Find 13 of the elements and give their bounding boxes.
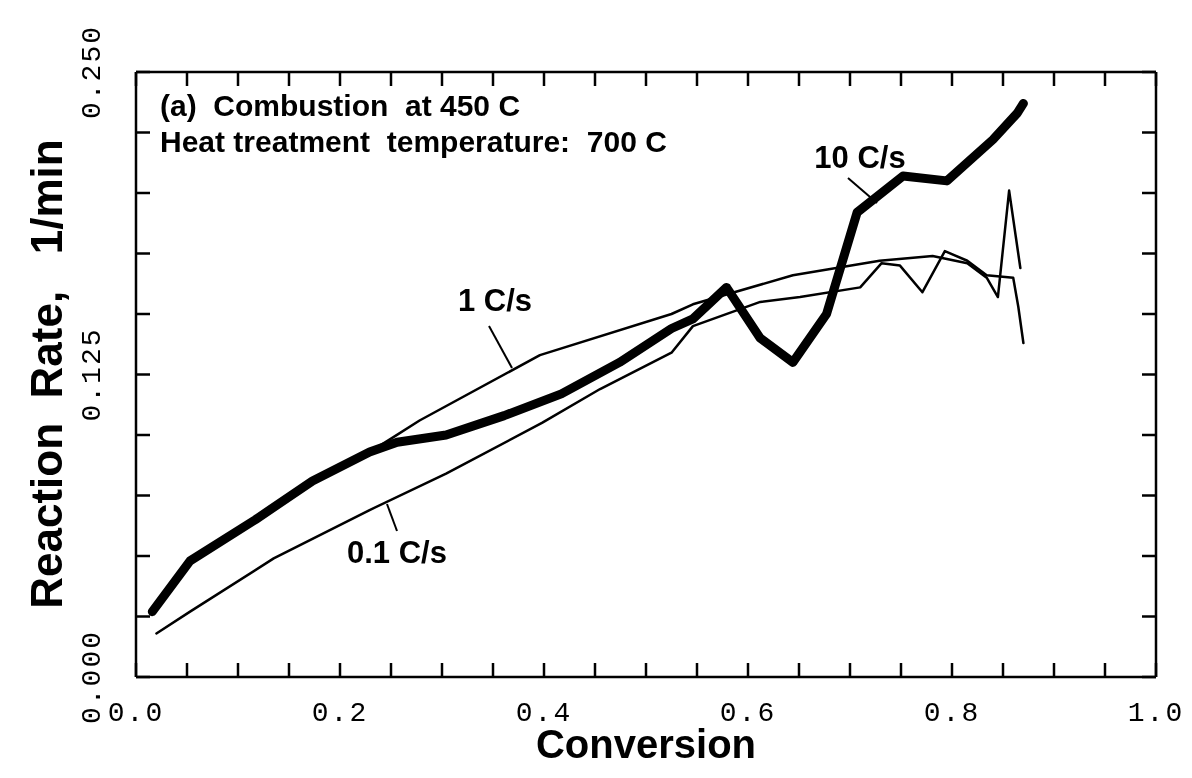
series-label: 10 C/s [814,140,906,176]
series-label: 1 C/s [457,283,533,319]
x-tick-label: 0.2 [311,698,369,729]
y-tick-label: 0.250 [77,24,108,120]
legend-label: 0.1 C/s [347,535,447,571]
y-tick-label: 0.000 [77,629,108,725]
annotation: (a) Combustion at 450 C [160,88,522,124]
y-axis-title: Reaction Rate, 1/min [22,139,71,609]
x-tick-label: 0.0 [107,698,165,729]
y-tick-label: 0.125 [77,327,108,422]
annotation: Heat treatment temperature: 700 C [160,124,667,160]
x-tick-label: 0.8 [923,698,981,729]
x-tick-label: 1.0 [1127,698,1185,729]
